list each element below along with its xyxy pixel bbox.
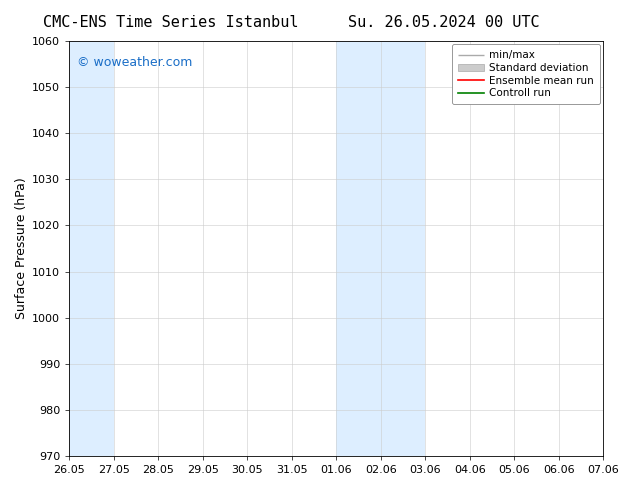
Bar	[336, 41, 380, 456]
Legend: min/max, Standard deviation, Ensemble mean run, Controll run: min/max, Standard deviation, Ensemble me…	[451, 44, 600, 104]
Y-axis label: Surface Pressure (hPa): Surface Pressure (hPa)	[15, 178, 28, 319]
Bar	[69, 41, 114, 456]
Bar	[380, 41, 425, 456]
Text: © woweather.com: © woweather.com	[77, 55, 193, 69]
Text: Su. 26.05.2024 00 UTC: Su. 26.05.2024 00 UTC	[348, 15, 540, 30]
Text: CMC-ENS Time Series Istanbul: CMC-ENS Time Series Istanbul	[44, 15, 299, 30]
